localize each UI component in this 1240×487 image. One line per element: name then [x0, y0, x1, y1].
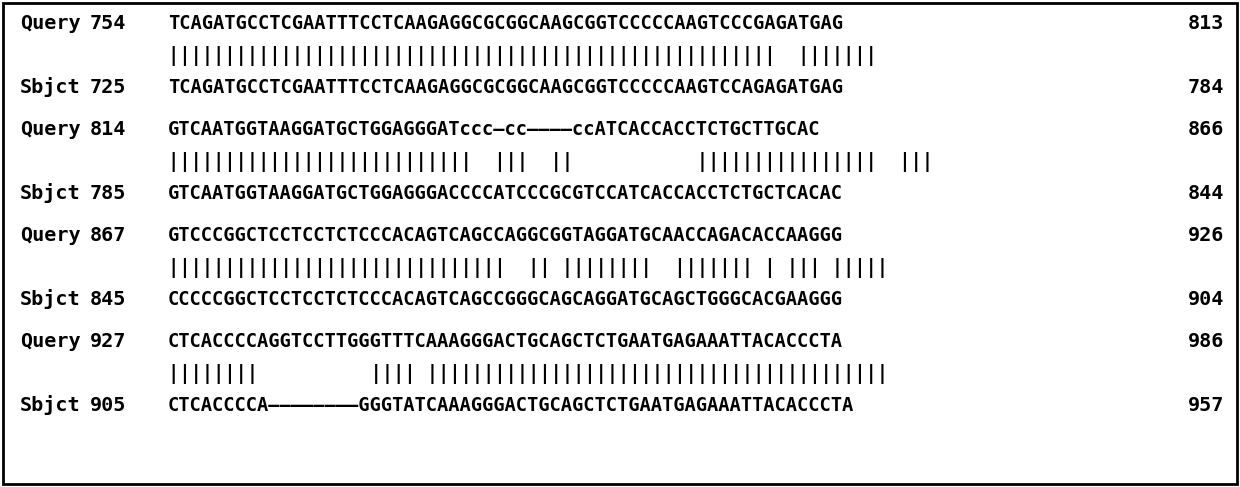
Text: Query: Query — [20, 120, 81, 139]
Text: 904: 904 — [1188, 290, 1224, 309]
Text: 814: 814 — [91, 120, 126, 139]
Text: CTCACCCCAGGTCCTTGGGTTTCAAAGGGACTGCAGCTCTGAATGAGAAATTACACCCTA: CTCACCCCAGGTCCTTGGGTTTCAAAGGGACTGCAGCTCT… — [167, 332, 843, 351]
Text: 754: 754 — [91, 14, 126, 33]
Text: GTCAATGGTAAGGATGCTGGAGGGACCCCATCCCGCGTCCATCACCACCTCTGCTCACAC: GTCAATGGTAAGGATGCTGGAGGGACCCCATCCCGCGTCC… — [167, 184, 843, 203]
Text: 844: 844 — [1188, 184, 1224, 203]
Text: 867: 867 — [91, 226, 126, 245]
Text: 813: 813 — [1188, 14, 1224, 33]
Text: 957: 957 — [1188, 396, 1224, 415]
Text: ||||||||||||||||||||||||||||||  || ||||||||  ||||||| | ||| |||||: |||||||||||||||||||||||||||||| || ||||||… — [167, 258, 888, 278]
Text: CCCCCGGCTCCTCCTCTCCCACAGTCAGCCGGGCAGCAGGATGCAGCTGGGCACGAAGGG: CCCCCGGCTCCTCCTCTCCCACAGTCAGCCGGGCAGCAGG… — [167, 290, 843, 309]
Text: |||||||||||||||||||||||||||  |||  ||           ||||||||||||||||  |||: ||||||||||||||||||||||||||| ||| || |||||… — [167, 152, 932, 172]
Text: 927: 927 — [91, 332, 126, 351]
Text: Sbjct: Sbjct — [20, 395, 81, 415]
Text: TCAGATGCCTCGAATTTCCTCAAGAGGCGCGGCAAGCGGTCCCCCAAGTCCCGAGATGAG: TCAGATGCCTCGAATTTCCTCAAGAGGCGCGGCAAGCGGT… — [167, 14, 843, 33]
Text: Query: Query — [20, 332, 81, 351]
Text: GTCAATGGTAAGGATGCTGGAGGGATccc–cc————ccATCACCACCTCTGCTTGCAC: GTCAATGGTAAGGATGCTGGAGGGATccc–cc————ccAT… — [167, 120, 821, 139]
Text: ||||||||||||||||||||||||||||||||||||||||||||||||||||||  |||||||: ||||||||||||||||||||||||||||||||||||||||… — [167, 46, 877, 66]
Text: 905: 905 — [91, 396, 126, 415]
Text: 866: 866 — [1188, 120, 1224, 139]
Text: Query: Query — [20, 226, 81, 245]
Text: Sbjct: Sbjct — [20, 289, 81, 309]
Text: TCAGATGCCTCGAATTTCCTCAAGAGGCGCGGCAAGCGGTCCCCCAAGTCCAGAGATGAG: TCAGATGCCTCGAATTTCCTCAAGAGGCGCGGCAAGCGGT… — [167, 78, 843, 97]
Text: 926: 926 — [1188, 226, 1224, 245]
Text: 725: 725 — [91, 78, 126, 97]
Text: 845: 845 — [91, 290, 126, 309]
Text: Sbjct: Sbjct — [20, 77, 81, 97]
Text: 986: 986 — [1188, 332, 1224, 351]
Text: 784: 784 — [1188, 78, 1224, 97]
Text: ||||||||          |||| |||||||||||||||||||||||||||||||||||||||||: |||||||| |||| ||||||||||||||||||||||||||… — [167, 364, 888, 384]
Text: 785: 785 — [91, 184, 126, 203]
Text: CTCACCCCA————————GGGTATCAAAGGGACTGCAGCTCTGAATGAGAAATTACACCCTA: CTCACCCCA————————GGGTATCAAAGGGACTGCAGCTC… — [167, 396, 854, 415]
Text: Query: Query — [20, 14, 81, 33]
Text: Sbjct: Sbjct — [20, 183, 81, 203]
Text: GTCCCGGCTCCTCCTCTCCCACAGTCAGCCAGGCGGTAGGATGCAACCAGACACCAAGGG: GTCCCGGCTCCTCCTCTCCCACAGTCAGCCAGGCGGTAGG… — [167, 226, 843, 245]
